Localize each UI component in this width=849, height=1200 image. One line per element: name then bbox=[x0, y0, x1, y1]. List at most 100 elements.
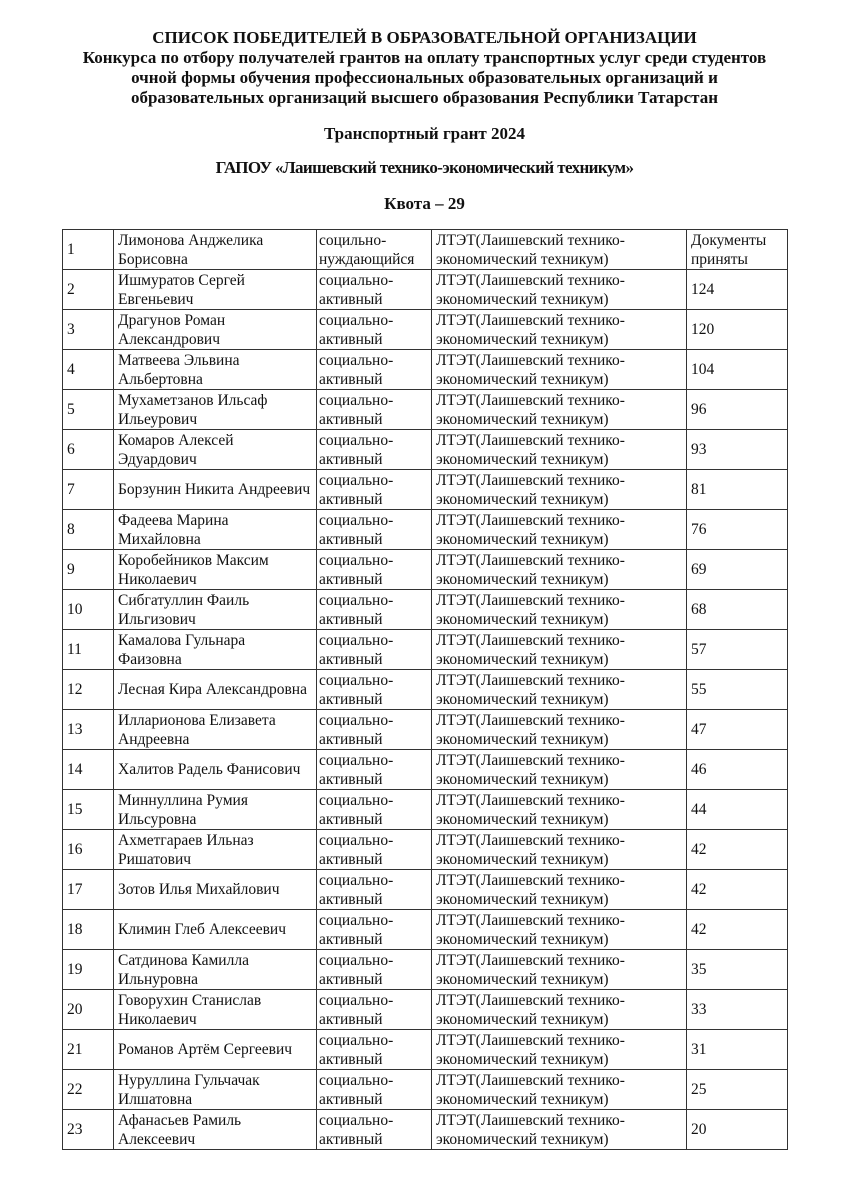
student-name-cell: Ишмуратов Сергей Евгеньевич bbox=[113, 269, 317, 310]
student-name-cell: Миннуллина Румия Ильсуровна bbox=[113, 789, 317, 830]
table-row: 11 Камалова Гульнара Фаизовна социально-ак… bbox=[62, 629, 788, 670]
category-cell: социально-активный bbox=[316, 749, 432, 790]
score-cell: 31 bbox=[686, 1029, 788, 1070]
organization-cell: ЛТЭТ(Лаишевский технико-экономический те… bbox=[431, 1069, 687, 1110]
organization-cell: ЛТЭТ(Лаишевский технико-экономический те… bbox=[431, 989, 687, 1030]
table-row: 14 Халитов Радель Фанисович социально-акти… bbox=[62, 749, 788, 790]
student-name-cell: Фадеева Марина Михайловна bbox=[113, 509, 317, 550]
table-row: 9 Коробейников Максим Николаевич социально… bbox=[62, 549, 788, 590]
row-number-cell: 8 bbox=[62, 509, 114, 550]
score-cell: 20 bbox=[686, 1109, 788, 1150]
category-cell: социально-активный bbox=[316, 789, 432, 830]
score-cell: 68 bbox=[686, 589, 788, 630]
category-cell: социально-активный bbox=[316, 1069, 432, 1110]
table-row: 22 Нуруллина Гульчачак Илшатовна социально… bbox=[62, 1069, 788, 1110]
table-row: 4 Матвеева Эльвина Альбертовна социально-а… bbox=[62, 349, 788, 390]
row-number-cell: 2 bbox=[62, 269, 114, 310]
student-name-cell: Комаров Алексей Эдуардович bbox=[113, 429, 317, 470]
score-cell: 44 bbox=[686, 789, 788, 830]
row-number-cell: 10 bbox=[62, 589, 114, 630]
table-row: 20 Говорухин Станислав Николаевич социальн… bbox=[62, 989, 788, 1030]
table-row: 17 Зотов Илья Михайлович социально-активны… bbox=[62, 869, 788, 910]
student-name-cell: Камалова Гульнара Фаизовна bbox=[113, 629, 317, 670]
category-cell: социально-активный bbox=[316, 629, 432, 670]
student-name-cell: Романов Артём Сергеевич bbox=[113, 1029, 317, 1070]
score-cell: 42 bbox=[686, 829, 788, 870]
score-cell: 81 bbox=[686, 469, 788, 510]
organization-cell: ЛТЭТ(Лаишевский технико-экономический те… bbox=[431, 469, 687, 510]
document-subtitle-line-2: очной формы обучения профессиональных об… bbox=[131, 68, 718, 87]
organization-cell: ЛТЭТ(Лаишевский технико-экономический те… bbox=[431, 549, 687, 590]
row-number-cell: 23 bbox=[62, 1109, 114, 1150]
table-row: 19 Сатдинова Камилла Ильнуровна социально-… bbox=[62, 949, 788, 990]
row-number-cell: 12 bbox=[62, 669, 114, 710]
table-row: 16 Ахметгараев Ильназ Ришатович социально-… bbox=[62, 829, 788, 870]
student-name-cell: Сатдинова Камилла Ильнуровна bbox=[113, 949, 317, 990]
row-number-cell: 7 bbox=[62, 469, 114, 510]
organization-cell: ЛТЭТ(Лаишевский технико-экономический те… bbox=[431, 269, 687, 310]
student-name-cell: Сибгатуллин Фаиль Ильгизович bbox=[113, 589, 317, 630]
row-number-cell: 6 bbox=[62, 429, 114, 470]
row-number-cell: 19 bbox=[62, 949, 114, 990]
category-cell: социально-активный bbox=[316, 709, 432, 750]
row-number-cell: 11 bbox=[62, 629, 114, 670]
row-number-cell: 17 bbox=[62, 869, 114, 910]
category-cell: социально-активный bbox=[316, 1029, 432, 1070]
row-number-cell: 13 bbox=[62, 709, 114, 750]
row-number-cell: 16 bbox=[62, 829, 114, 870]
score-cell: 57 bbox=[686, 629, 788, 670]
table-row: 7 Борзунин Никита Андреевич социально-акти… bbox=[62, 469, 788, 510]
student-name-cell: Драгунов Роман Александрович bbox=[113, 309, 317, 350]
score-cell: 69 bbox=[686, 549, 788, 590]
table-row: 2 Ишмуратов Сергей Евгеньевич социально-ак… bbox=[62, 269, 788, 310]
table-row: 8 Фадеева Марина Михайловна социально-акти… bbox=[62, 509, 788, 550]
organization-cell: ЛТЭТ(Лаишевский технико-экономический те… bbox=[431, 709, 687, 750]
category-cell: социально-активный bbox=[316, 429, 432, 470]
organization-cell: ЛТЭТ(Лаишевский технико-экономический те… bbox=[431, 669, 687, 710]
student-name-cell: Халитов Радель Фанисович bbox=[113, 749, 317, 790]
organization-cell: ЛТЭТ(Лаишевский технико-экономический те… bbox=[431, 789, 687, 830]
category-cell: социально-активный bbox=[316, 1109, 432, 1150]
category-cell: социльно-нуждающийся bbox=[316, 229, 432, 270]
row-number-cell: 20 bbox=[62, 989, 114, 1030]
table-row: 21 Романов Артём Сергеевич социально-актив… bbox=[62, 1029, 788, 1070]
organization-cell: ЛТЭТ(Лаишевский технико-экономический те… bbox=[431, 829, 687, 870]
row-number-cell: 18 bbox=[62, 909, 114, 950]
score-cell: 42 bbox=[686, 909, 788, 950]
score-cell: 96 bbox=[686, 389, 788, 430]
category-cell: социально-активный bbox=[316, 269, 432, 310]
category-cell: социально-активный bbox=[316, 469, 432, 510]
organization-cell: ЛТЭТ(Лаишевский технико-экономический те… bbox=[431, 1029, 687, 1070]
student-name-cell: Борзунин Никита Андреевич bbox=[113, 469, 317, 510]
organization-cell: ЛТЭТ(Лаишевский технико-экономический те… bbox=[431, 589, 687, 630]
organization-cell: ЛТЭТ(Лаишевский технико-экономический те… bbox=[431, 629, 687, 670]
row-number-cell: 4 bbox=[62, 349, 114, 390]
quota: Квота – 29 bbox=[384, 194, 465, 213]
student-name-cell: Илларионова Елизавета Андреевна bbox=[113, 709, 317, 750]
student-name-cell: Лесная Кира Александровна bbox=[113, 669, 317, 710]
score-cell: 35 bbox=[686, 949, 788, 990]
category-cell: социально-активный bbox=[316, 949, 432, 990]
category-cell: социально-активный bbox=[316, 589, 432, 630]
row-number-cell: 3 bbox=[62, 309, 114, 350]
document-subtitle-line-3: образовательных организаций высшего обра… bbox=[130, 88, 719, 107]
row-number-cell: 1 bbox=[62, 229, 114, 270]
student-name-cell: Мухаметзанов Ильсаф Ильеурович bbox=[113, 389, 317, 430]
row-number-cell: 15 bbox=[62, 789, 114, 830]
score-cell: 55 bbox=[686, 669, 788, 710]
score-cell: 120 bbox=[686, 309, 788, 350]
score-cell: 25 bbox=[686, 1069, 788, 1110]
score-cell: Документы приняты bbox=[686, 229, 788, 270]
student-name-cell: Зотов Илья Михайлович bbox=[113, 869, 317, 910]
score-cell: 76 bbox=[686, 509, 788, 550]
score-cell: 42 bbox=[686, 869, 788, 910]
organization-cell: ЛТЭТ(Лаишевский технико-экономический те… bbox=[431, 749, 687, 790]
student-name-cell: Говорухин Станислав Николаевич bbox=[113, 989, 317, 1030]
table-row: 18 Климин Глеб Алексеевич социально-активн… bbox=[62, 909, 788, 950]
student-name-cell: Коробейников Максим Николаевич bbox=[113, 549, 317, 590]
student-name-cell: Нуруллина Гульчачак Илшатовна bbox=[113, 1069, 317, 1110]
organization-cell: ЛТЭТ(Лаишевский технико-экономический те… bbox=[431, 349, 687, 390]
category-cell: социально-активный bbox=[316, 549, 432, 590]
document-subtitle-line-1: Конкурса по отбору получателей грантов н… bbox=[82, 48, 767, 67]
row-number-cell: 14 bbox=[62, 749, 114, 790]
